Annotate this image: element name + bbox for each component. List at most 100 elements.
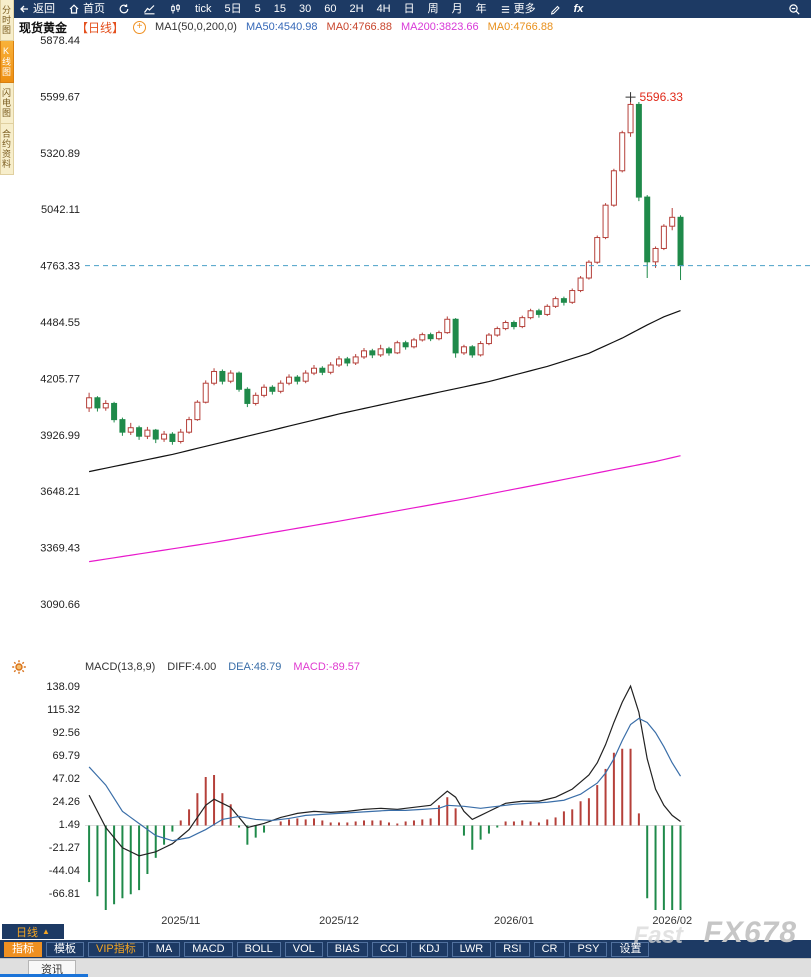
- chevron-up-icon: ▲: [42, 927, 50, 936]
- svg-text:2025/11: 2025/11: [161, 915, 200, 926]
- side-tab-timeline[interactable]: 分时图: [0, 0, 14, 41]
- diff-line: [88, 684, 681, 857]
- ma0-value: MA0:4766.88: [326, 21, 392, 33]
- interval-day[interactable]: 日: [403, 3, 415, 15]
- date-axis-labels: 2025/11 2025/12 2026/01 2026/02: [161, 915, 692, 926]
- interval-panel-label: 日线: [16, 926, 39, 939]
- svg-text:2026/01: 2026/01: [494, 915, 534, 926]
- chart-title-bar: 现货黄金 【日线】 + MA1(50,0,200,0) MA50:4540.98…: [14, 18, 811, 37]
- macd-header: MACD(13,8,9) DIFF:4.00 DEA:48.79 MACD:-8…: [85, 661, 361, 673]
- moving-averages: [88, 310, 681, 563]
- more-label: 更多: [513, 3, 536, 15]
- draw-tool-button[interactable]: [549, 3, 561, 15]
- macd-lines: [88, 684, 682, 857]
- svg-text:4484.55: 4484.55: [40, 317, 80, 329]
- refresh-button[interactable]: [118, 3, 130, 15]
- svg-text:92.56: 92.56: [52, 727, 80, 739]
- ma-settings-label: MA1(50,0,200,0): [155, 21, 237, 33]
- macd-hist-value: MACD:-89.57: [293, 661, 361, 673]
- menu-icon: [501, 5, 509, 13]
- back-button[interactable]: 返回: [18, 0, 55, 18]
- indicator-tab-9[interactable]: KDJ: [410, 941, 448, 957]
- fx-button[interactable]: fx: [573, 3, 584, 15]
- macd-dea-value: DEA:48.79: [228, 661, 282, 673]
- ma0-value-2: MA0:4766.88: [487, 21, 554, 33]
- period-label: 【日线】: [76, 20, 125, 35]
- indicator-tab-0[interactable]: 指标: [4, 941, 42, 957]
- svg-text:3369.43: 3369.43: [40, 543, 80, 555]
- more-button[interactable]: 更多: [500, 0, 536, 18]
- svg-text:5042.11: 5042.11: [41, 204, 80, 216]
- side-tab-lightning[interactable]: 闪电图: [0, 83, 14, 124]
- indicator-tabs-bar: 指标 模板 VIP指标 MA MACD BOLL VOL BIAS CCI KDJ LWR RSI CR…: [0, 940, 811, 958]
- interval-year[interactable]: 年: [475, 3, 487, 15]
- interval-4h[interactable]: 4H: [376, 3, 391, 15]
- interval-30[interactable]: 30: [299, 3, 312, 15]
- indicator-tab-12[interactable]: CR: [533, 941, 566, 957]
- indicator-tab-3[interactable]: MA: [147, 941, 181, 957]
- pencil-icon: [550, 5, 560, 15]
- candles-layer: [86, 97, 684, 445]
- indicator-tab-2[interactable]: VIP指标: [88, 941, 144, 957]
- interval-tick[interactable]: tick: [195, 3, 212, 15]
- ma50-value: MA50:4540.98: [245, 21, 318, 33]
- bottom-active-indicator: [0, 974, 88, 977]
- indicator-tab-8[interactable]: CCI: [371, 941, 407, 957]
- interval-week[interactable]: 周: [427, 3, 439, 15]
- add-indicator-icon[interactable]: +: [133, 20, 147, 34]
- candlestick-icon: [171, 4, 180, 14]
- macd-axis-labels: 138.09 115.32 92.56 69.79 47.02 24.26 1.49 -21.…: [46, 681, 80, 900]
- peak-cross-marker: [625, 92, 636, 103]
- side-tab-contract-info[interactable]: 合约资料: [0, 124, 14, 175]
- indicator-tab-4[interactable]: MACD: [184, 941, 233, 957]
- bottom-status-bar: [0, 958, 811, 977]
- svg-text:5320.89: 5320.89: [40, 148, 80, 160]
- price-axis-labels: 5878.44 5599.67 5320.89 5042.11 4763.33 4484.…: [40, 36, 80, 611]
- macd-params-label: MACD(13,8,9): [85, 661, 156, 673]
- svg-text:-66.81: -66.81: [49, 888, 80, 900]
- side-tab-kline[interactable]: K线图: [0, 41, 14, 83]
- chart-type-sidebar: 分时图 K线图 闪电图 合约资料: [0, 0, 14, 175]
- interval-5d[interactable]: 5日: [224, 3, 242, 15]
- svg-text:-21.27: -21.27: [49, 842, 80, 854]
- candlestick-chart[interactable]: 5878.44 5599.67 5320.89 5042.11 4763.33 4484.…: [14, 36, 811, 926]
- home-button[interactable]: 首页: [68, 0, 105, 18]
- indicator-tab-1[interactable]: 模板: [46, 941, 84, 957]
- svg-text:5599.67: 5599.67: [40, 91, 80, 103]
- line-chart-icon: [144, 5, 155, 15]
- line-chart-mode-button[interactable]: [143, 3, 156, 15]
- svg-text:3648.21: 3648.21: [40, 486, 80, 498]
- svg-text:4205.77: 4205.77: [40, 373, 80, 385]
- indicator-tab-6[interactable]: VOL: [284, 941, 323, 957]
- back-label: 返回: [33, 3, 55, 15]
- svg-text:-44.04: -44.04: [49, 865, 80, 877]
- top-toolbar: 返回 首页 tick 5日 5 15 30 60 2H 4H 日 周 月 年: [14, 0, 811, 18]
- indicator-settings-button[interactable]: [11, 659, 27, 678]
- macd-diff-value: DIFF:4.00: [167, 661, 217, 673]
- zoom-out-button[interactable]: [788, 3, 801, 16]
- indicator-tab-5[interactable]: BOLL: [236, 941, 281, 957]
- svg-text:5878.44: 5878.44: [40, 36, 80, 47]
- interval-2h[interactable]: 2H: [349, 3, 364, 15]
- interval-5[interactable]: 5: [254, 3, 261, 15]
- indicator-tab-7[interactable]: BIAS: [326, 941, 368, 957]
- symbol-name: 现货黄金: [19, 20, 68, 35]
- zoom-out-icon: [789, 3, 800, 15]
- interval-month[interactable]: 月: [451, 3, 463, 15]
- interval-15[interactable]: 15: [273, 3, 286, 15]
- candle-chart-mode-button[interactable]: [169, 3, 182, 15]
- indicator-tab-13[interactable]: PSY: [569, 941, 608, 957]
- svg-text:138.09: 138.09: [46, 681, 80, 693]
- ma200-line: [89, 455, 681, 563]
- indicator-tab-14[interactable]: 设置: [611, 941, 650, 957]
- indicator-tab-11[interactable]: RSI: [495, 941, 530, 957]
- interval-panel-tab[interactable]: 日线 ▲: [2, 924, 64, 939]
- indicator-tab-10[interactable]: LWR: [451, 941, 492, 957]
- back-icon: [20, 5, 28, 13]
- home-label: 首页: [83, 3, 105, 15]
- svg-text:24.26: 24.26: [52, 796, 80, 808]
- home-icon: [69, 4, 79, 14]
- gear-icon: [12, 660, 26, 674]
- interval-60[interactable]: 60: [324, 3, 337, 15]
- svg-text:2026/02: 2026/02: [652, 915, 692, 926]
